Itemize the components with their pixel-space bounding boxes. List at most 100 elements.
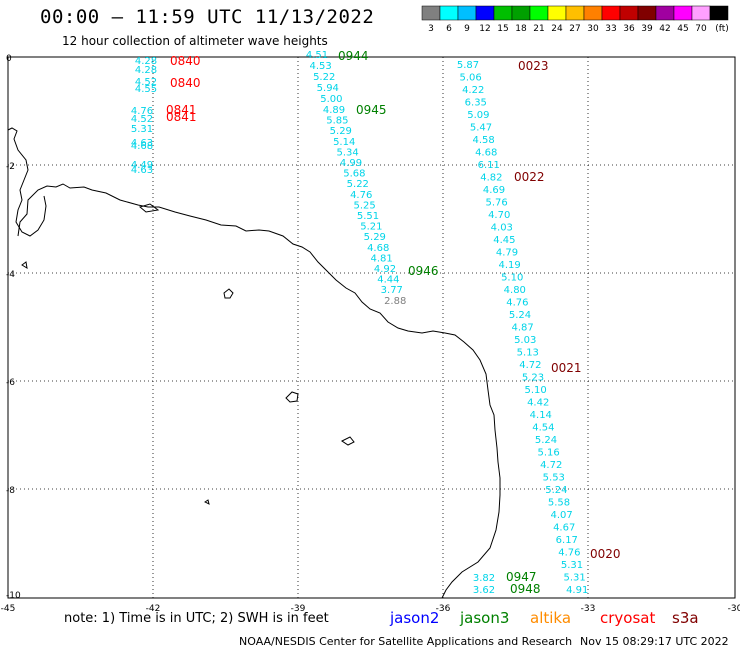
swh-value: 5.29 bbox=[330, 126, 352, 137]
swh-value: 5.13 bbox=[517, 348, 539, 359]
colorbar-swatch bbox=[475, 5, 495, 21]
colorbar-label: 24 bbox=[551, 24, 563, 34]
y-tick-label: 0 bbox=[6, 54, 12, 64]
colorbar-label: 70 bbox=[695, 24, 707, 34]
colorbar-label: 36 bbox=[623, 24, 635, 34]
x-tick-label: -36 bbox=[436, 604, 451, 614]
map-subtitle: 12 hour collection of altimeter wave hei… bbox=[62, 34, 328, 48]
colorbar-swatch bbox=[529, 5, 549, 21]
swh-value: 4.91 bbox=[566, 585, 588, 596]
swh-value: 4.79 bbox=[496, 248, 518, 259]
swh-value: 4.68 bbox=[475, 148, 497, 159]
swh-value: 4.92 bbox=[374, 264, 396, 275]
island bbox=[223, 288, 234, 299]
swh-value: 5.24 bbox=[535, 435, 557, 446]
swh-value: 5.22 bbox=[313, 72, 335, 83]
colorbar: 3 6 9 12 15 18 21 24 27 30 33 36 39 42 45 70 (ft) bbox=[421, 5, 729, 34]
colorbar-swatch bbox=[493, 5, 513, 21]
y-tick-label: -10 bbox=[6, 591, 21, 601]
x-tick-label: -30 bbox=[728, 604, 740, 614]
swh-value: 4.51 bbox=[306, 50, 328, 61]
swh-value: 4.42 bbox=[527, 398, 549, 409]
swh-value: 4.70 bbox=[488, 210, 510, 221]
swh-value: 4.03 bbox=[491, 223, 513, 234]
y-tick-label: -2 bbox=[6, 162, 15, 172]
pass-time-label: 0840 bbox=[170, 76, 201, 90]
swh-value: 4.81 bbox=[370, 253, 392, 264]
x-tick-label: -39 bbox=[291, 604, 306, 614]
coastline-path bbox=[17, 183, 501, 599]
colorbar-label: 15 bbox=[497, 24, 508, 34]
swh-value: 4.87 bbox=[511, 323, 533, 334]
swh-value: 5.03 bbox=[514, 335, 536, 346]
pass-time-label: 0023 bbox=[518, 59, 549, 73]
swh-value: 5.76 bbox=[485, 198, 507, 209]
pass-time-label: 0020 bbox=[590, 547, 621, 561]
swh-value: 6.11 bbox=[478, 160, 500, 171]
swh-value: 4.76 bbox=[350, 190, 372, 201]
swh-value: 5.29 bbox=[364, 232, 386, 243]
colorbar-swatch bbox=[601, 5, 621, 21]
swh-value: 5.53 bbox=[543, 473, 565, 484]
legend-s3a: s3a bbox=[672, 609, 699, 627]
swh-value: 5.22 bbox=[347, 179, 369, 190]
y-tick-label: -4 bbox=[6, 270, 15, 280]
swh-value: 5.34 bbox=[336, 147, 358, 158]
coastline-west bbox=[7, 127, 47, 237]
colorbar-label: 3 bbox=[428, 24, 434, 34]
y-tick-label: -8 bbox=[6, 486, 15, 496]
island bbox=[204, 499, 210, 505]
swh-value: 4.07 bbox=[550, 510, 572, 521]
colorbar-label: 30 bbox=[587, 24, 599, 34]
pass-time-label: 0840 bbox=[170, 54, 201, 68]
colorbar-swatch bbox=[565, 5, 585, 21]
swh-value: 5.21 bbox=[360, 222, 382, 233]
colorbar-label: 21 bbox=[533, 24, 544, 34]
swh-value: 4.99 bbox=[340, 158, 362, 169]
colorbar-label: (ft) bbox=[715, 24, 729, 34]
colorbar-label: 12 bbox=[479, 24, 490, 34]
swh-value: 4.76 bbox=[131, 106, 153, 117]
pass-time-label: 0021 bbox=[551, 361, 582, 375]
swh-value: 5.31 bbox=[131, 124, 153, 135]
swh-value: 3.62 bbox=[473, 585, 495, 596]
x-tick-label: -33 bbox=[581, 604, 596, 614]
swh-value: 5.58 bbox=[548, 498, 570, 509]
pass-time-label: 0022 bbox=[514, 170, 545, 184]
colorbar-swatch bbox=[709, 5, 729, 21]
swh-value: 5.14 bbox=[333, 137, 355, 148]
pass-time-label: 0841 bbox=[166, 110, 197, 124]
axis-tick-labels: -45 -42 -39 -36 -33 -30 0 -2 -4 -6 -8 -10 bbox=[1, 54, 740, 614]
pass-time-label: 0948 bbox=[510, 582, 541, 596]
colorbar-label: 42 bbox=[659, 24, 670, 34]
y-tick-label: -6 bbox=[6, 378, 15, 388]
island bbox=[21, 261, 28, 269]
swh-value: 4.28 bbox=[135, 56, 157, 67]
pass-time-label: 0841 bbox=[166, 103, 197, 117]
colorbar-swatch bbox=[637, 5, 657, 21]
pass-time-label: 0945 bbox=[356, 103, 387, 117]
colorbar-swatch bbox=[583, 5, 603, 21]
swh-value: 5.10 bbox=[524, 385, 546, 396]
colorbar-swatch bbox=[439, 5, 459, 21]
pass-time-label: 0947 bbox=[506, 570, 537, 584]
swh-value: 4.55 bbox=[135, 84, 157, 95]
swh-value: 5.87 bbox=[457, 60, 479, 71]
map-title: 00:00 – 11:59 UTC 11/13/2022 bbox=[40, 6, 375, 28]
swh-value: 5.23 bbox=[522, 373, 544, 384]
swh-value: 4.53 bbox=[309, 61, 331, 72]
swh-value: 4.49 bbox=[131, 160, 153, 171]
coastline bbox=[7, 127, 501, 599]
swh-value: 5.24 bbox=[509, 310, 531, 321]
legend-jason3: jason3 bbox=[460, 609, 510, 627]
swh-value: 4.22 bbox=[462, 85, 484, 96]
colorbar-swatch bbox=[619, 5, 639, 21]
colorbar-swatch bbox=[457, 5, 477, 21]
swh-value: 3.82 bbox=[473, 573, 495, 584]
colorbar-label: 39 bbox=[641, 24, 653, 34]
swh-value: 4.80 bbox=[504, 285, 526, 296]
swh-value: 4.52 bbox=[135, 77, 157, 88]
graticule bbox=[8, 57, 735, 598]
